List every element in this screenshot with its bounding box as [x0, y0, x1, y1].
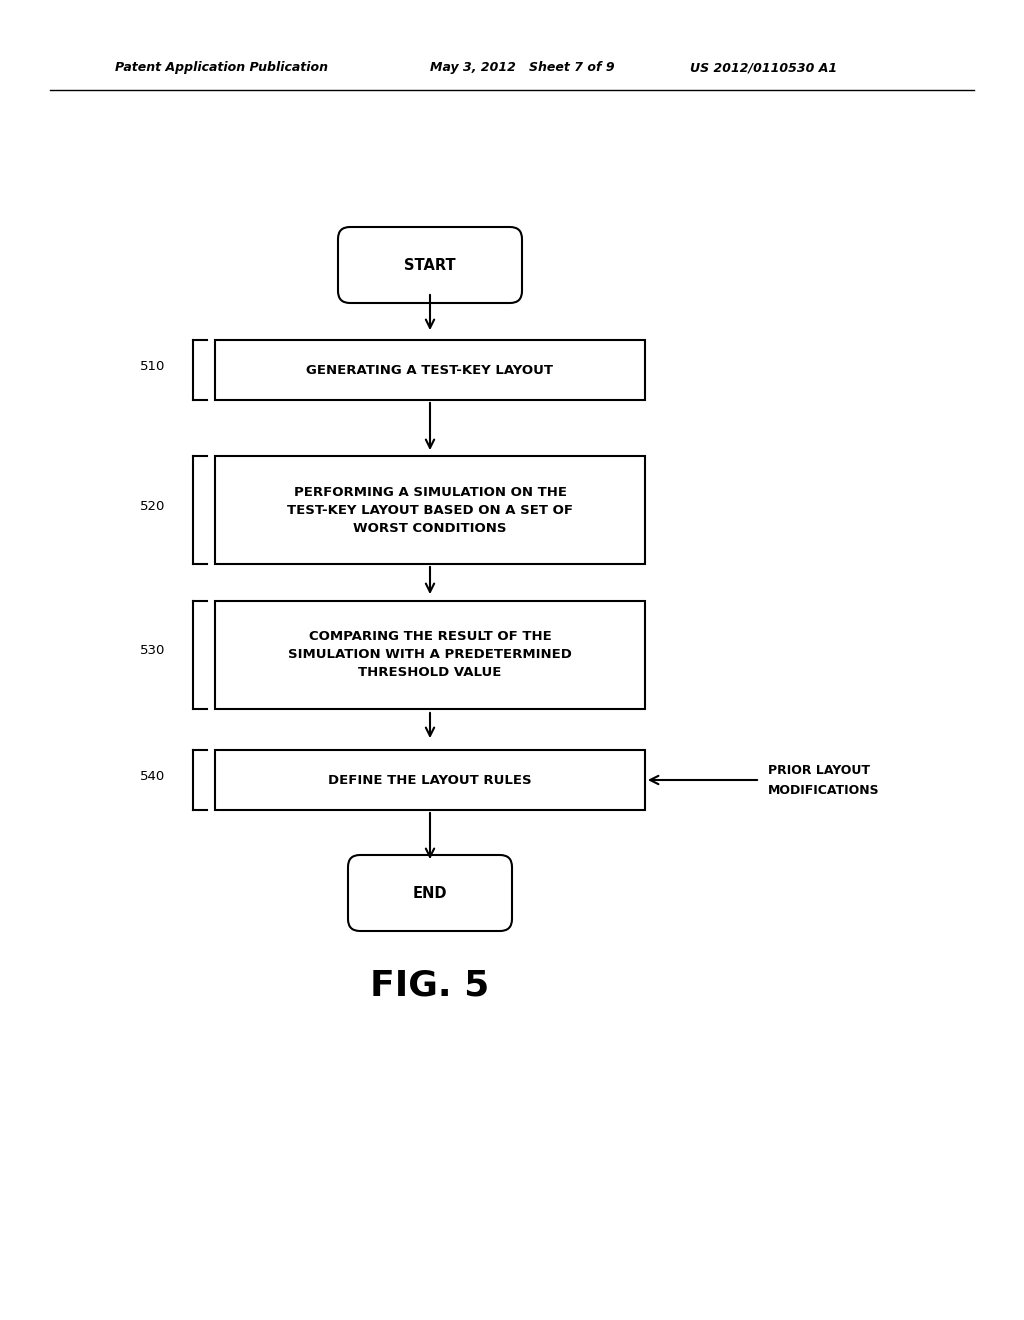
Text: WORST CONDITIONS: WORST CONDITIONS	[353, 521, 507, 535]
Text: MODIFICATIONS: MODIFICATIONS	[768, 784, 880, 796]
Text: THRESHOLD VALUE: THRESHOLD VALUE	[358, 667, 502, 680]
Text: DEFINE THE LAYOUT RULES: DEFINE THE LAYOUT RULES	[328, 774, 531, 787]
FancyBboxPatch shape	[338, 227, 522, 304]
Text: May 3, 2012   Sheet 7 of 9: May 3, 2012 Sheet 7 of 9	[430, 62, 614, 74]
Text: FIG. 5: FIG. 5	[371, 968, 489, 1002]
Text: 520: 520	[139, 499, 165, 512]
Text: 510: 510	[139, 359, 165, 372]
FancyBboxPatch shape	[348, 855, 512, 931]
Text: Patent Application Publication: Patent Application Publication	[115, 62, 328, 74]
Text: TEST-KEY LAYOUT BASED ON A SET OF: TEST-KEY LAYOUT BASED ON A SET OF	[287, 503, 573, 516]
Text: END: END	[413, 886, 447, 900]
FancyBboxPatch shape	[215, 601, 645, 709]
Text: SIMULATION WITH A PREDETERMINED: SIMULATION WITH A PREDETERMINED	[288, 648, 572, 661]
Text: PERFORMING A SIMULATION ON THE: PERFORMING A SIMULATION ON THE	[294, 486, 566, 499]
Text: START: START	[404, 257, 456, 272]
Text: US 2012/0110530 A1: US 2012/0110530 A1	[690, 62, 838, 74]
Text: 530: 530	[139, 644, 165, 657]
Text: GENERATING A TEST-KEY LAYOUT: GENERATING A TEST-KEY LAYOUT	[306, 363, 554, 376]
Text: COMPARING THE RESULT OF THE: COMPARING THE RESULT OF THE	[308, 631, 551, 644]
FancyBboxPatch shape	[215, 750, 645, 810]
Text: 540: 540	[139, 770, 165, 783]
FancyBboxPatch shape	[215, 455, 645, 564]
FancyBboxPatch shape	[215, 341, 645, 400]
Text: PRIOR LAYOUT: PRIOR LAYOUT	[768, 763, 870, 776]
